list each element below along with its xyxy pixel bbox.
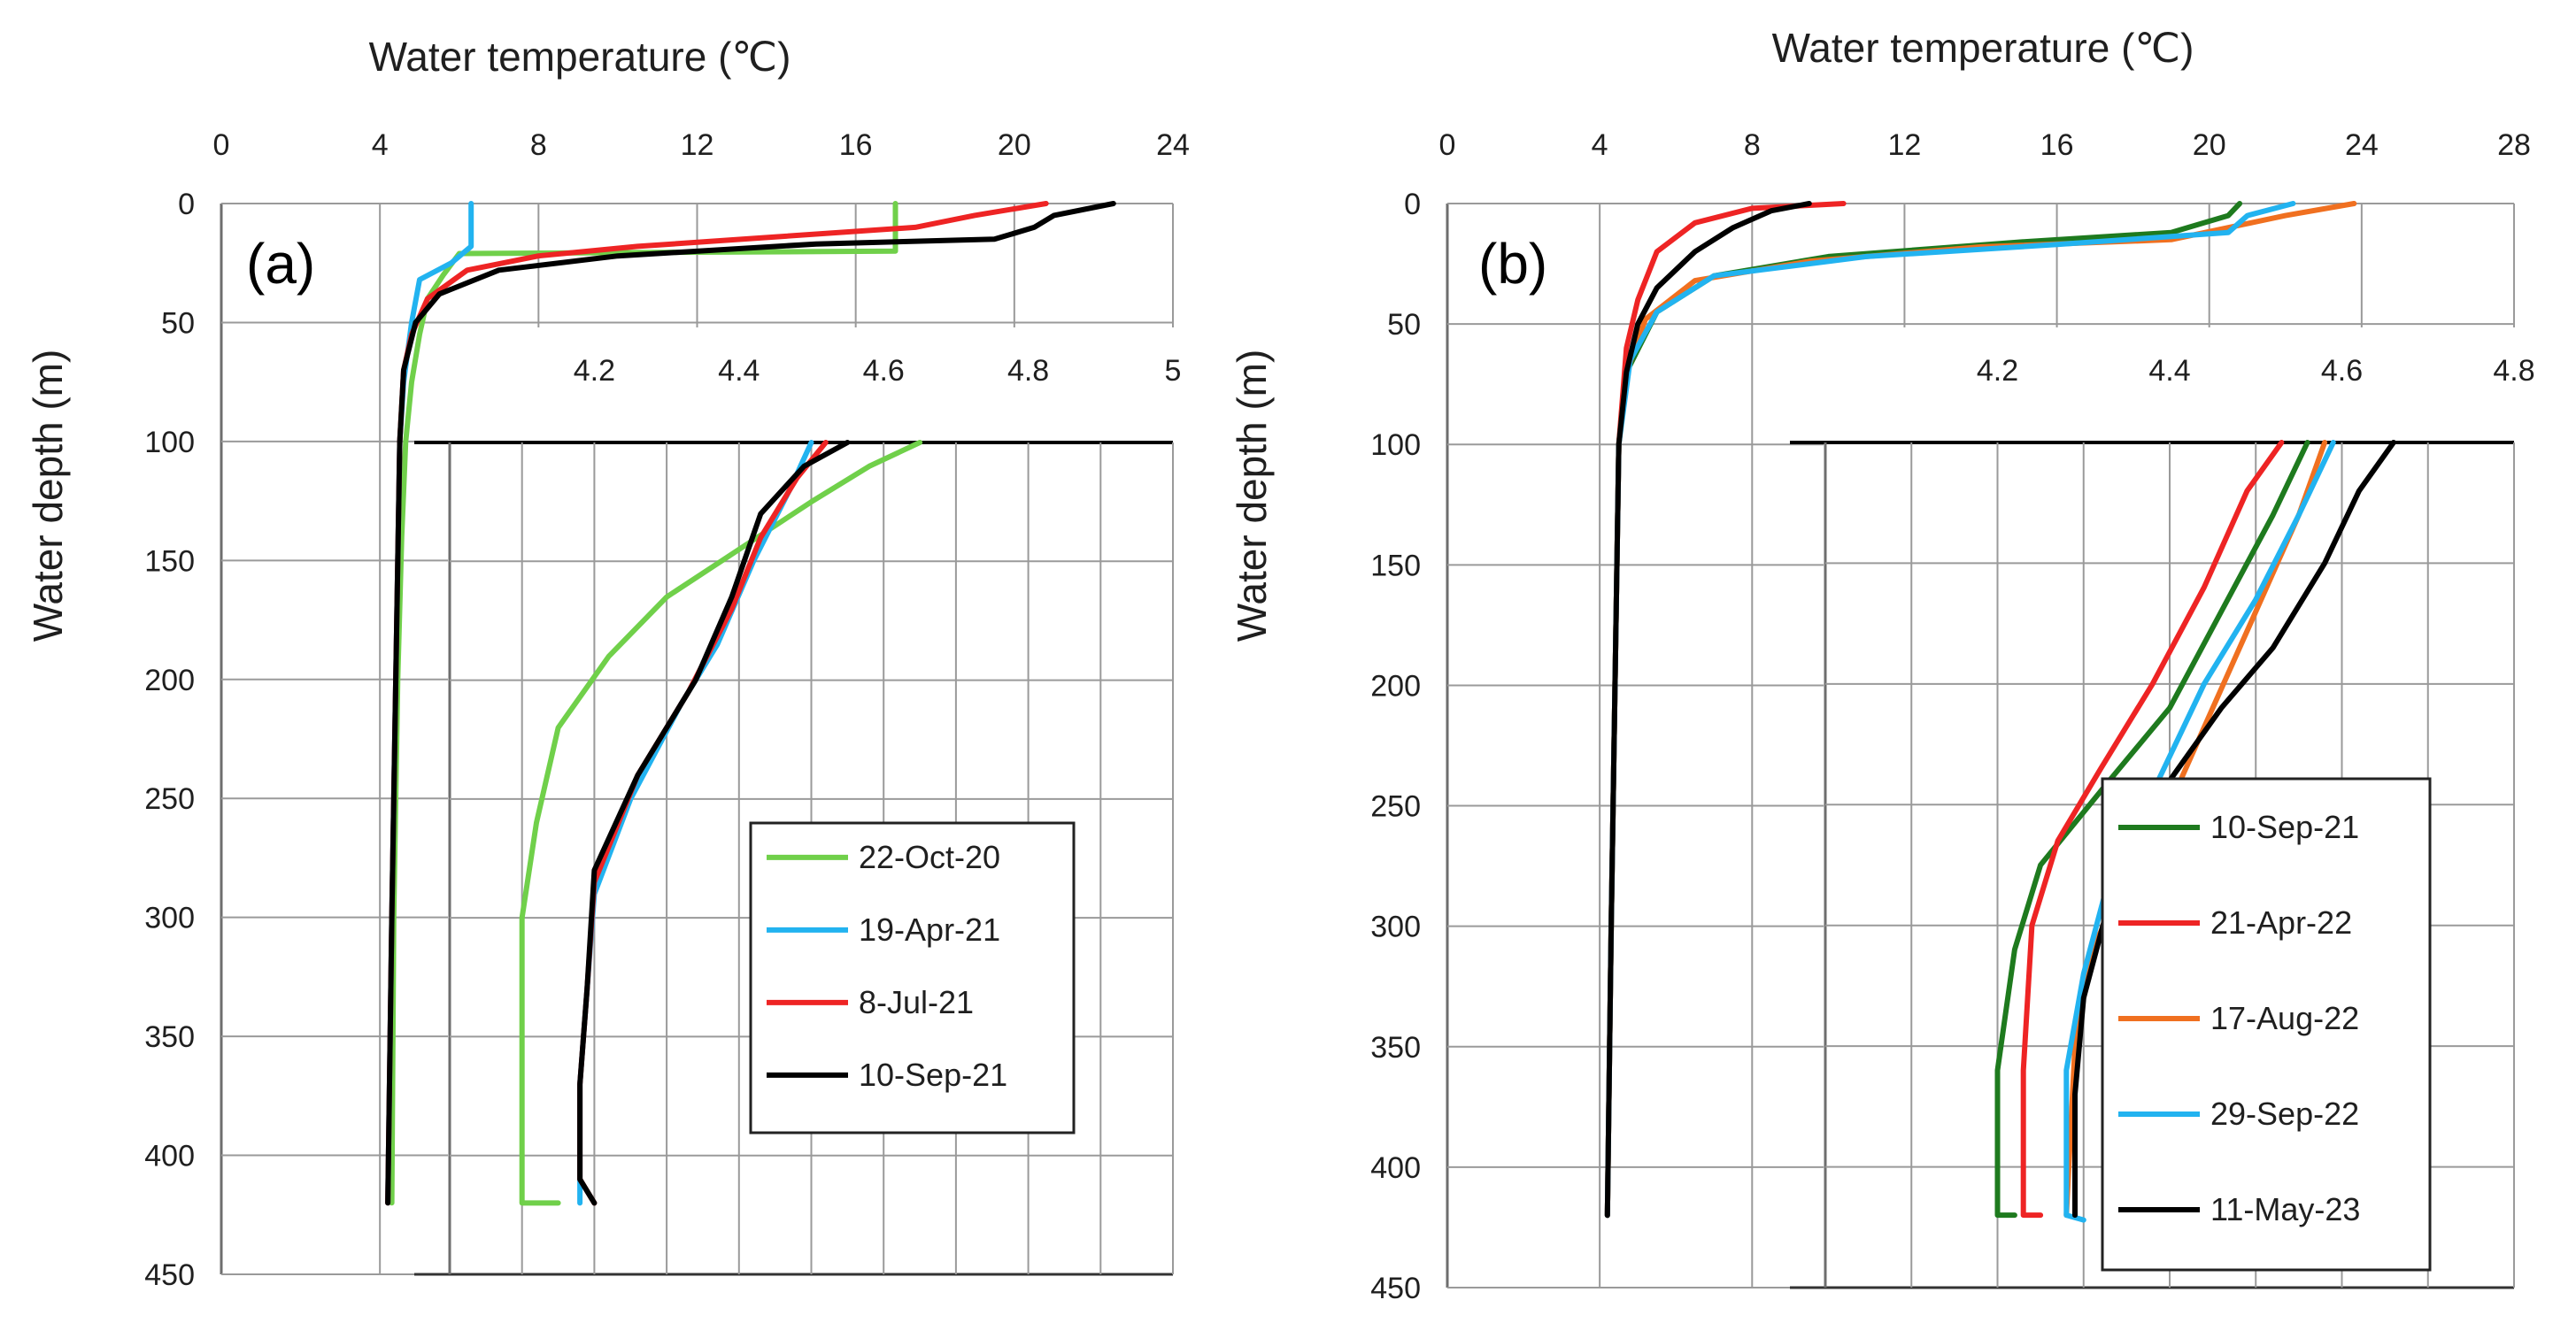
x-tick-label: 16 xyxy=(839,128,873,162)
panel-a-series xyxy=(385,201,1116,1206)
panel-b-series xyxy=(1604,201,2357,1219)
inset-x-tick-label: 5 xyxy=(1165,354,1182,388)
panel-a-legend: 22-Oct-20 19-Apr-21 8-Jul-21 10-Sep-21 xyxy=(749,821,1076,1135)
y-tick-label: 50 xyxy=(1387,308,1421,342)
inset-x-tick-label: 4.8 xyxy=(1007,354,1049,388)
x-tick-label: 20 xyxy=(2193,128,2226,162)
x-tick-label: 24 xyxy=(1156,128,1190,162)
y-tick-label: 150 xyxy=(144,544,195,578)
y-tick-label: 150 xyxy=(1370,549,1421,582)
inset-x-tick-label: 4.6 xyxy=(2321,354,2363,388)
x-tick-label: 12 xyxy=(681,128,714,162)
panel-b-x-axis-title: Water temperature (℃) xyxy=(1772,25,2194,71)
panel-a-x-axis-title: Water temperature (℃) xyxy=(369,34,791,80)
legend-label: 11-May-23 xyxy=(2210,1191,2360,1227)
x-tick-label: 24 xyxy=(2345,128,2379,162)
legend-label: 29-Sep-22 xyxy=(2210,1096,2359,1132)
y-tick-label: 100 xyxy=(1370,428,1421,462)
inset-x-tick-label: 4.2 xyxy=(1977,354,2018,388)
legend-label: 10-Sep-21 xyxy=(859,1057,1007,1093)
panel-a-y-axis-title: Water depth (m) xyxy=(25,350,71,642)
series-line-21-Apr-22 xyxy=(1604,201,1847,1219)
panel-b: Water temperature (℃) Water depth (m) (b… xyxy=(1229,25,2535,1305)
series-line-11-May-23 xyxy=(1604,201,1812,1219)
x-tick-label: 8 xyxy=(530,128,547,162)
legend-label: 8-Jul-21 xyxy=(859,984,974,1020)
y-tick-label: 300 xyxy=(1370,911,1421,944)
x-tick-label: 20 xyxy=(998,128,1031,162)
inset-x-tick-label: 4.4 xyxy=(718,354,760,388)
series-line-10-Sep-21 xyxy=(385,201,1116,1206)
legend-label: 21-Apr-22 xyxy=(2210,904,2352,941)
inset-series-line-10-Sep-21 xyxy=(577,440,851,1206)
panel-b-ticks: 0 4 8 12 16 20 24 28 0 50 100 150 200 250 300 350 400 450 xyxy=(1370,128,2531,1305)
y-tick-label: 250 xyxy=(144,782,195,816)
legend-box xyxy=(2101,777,2432,1272)
legend-label: 17-Aug-22 xyxy=(2210,1000,2359,1036)
x-tick-label: 4 xyxy=(372,128,389,162)
y-tick-label: 200 xyxy=(1370,669,1421,703)
inset-series-line-11-May-23 xyxy=(2072,440,2396,1219)
x-tick-label: 16 xyxy=(2040,128,2074,162)
panel-a: Water temperature (℃) Water depth (m) (a… xyxy=(25,34,1190,1292)
x-tick-label: 0 xyxy=(213,128,230,162)
legend-label: 10-Sep-21 xyxy=(2210,809,2359,845)
legend-label: 19-Apr-21 xyxy=(859,911,1000,948)
x-tick-label: 12 xyxy=(1888,128,1922,162)
y-tick-label: 250 xyxy=(1370,790,1421,824)
y-tick-label: 50 xyxy=(161,306,195,340)
panel-b-legend: 10-Sep-21 21-Apr-22 17-Aug-22 29-Sep-22 11-M… xyxy=(2101,777,2432,1272)
y-tick-label: 450 xyxy=(1370,1272,1421,1305)
inset-series-line-10-Sep-21 xyxy=(1994,440,2310,1219)
y-tick-label: 450 xyxy=(144,1258,195,1292)
y-tick-label: 350 xyxy=(144,1020,195,1054)
panel-b-y-axis-title: Water depth (m) xyxy=(1229,350,1275,642)
x-tick-label: 8 xyxy=(1744,128,1761,162)
x-tick-label: 0 xyxy=(1439,128,1456,162)
y-tick-label: 0 xyxy=(1404,188,1421,221)
inset-x-tick-label: 4.8 xyxy=(2493,354,2534,388)
inset-series-line-22-Oct-20 xyxy=(519,440,923,1206)
y-tick-label: 300 xyxy=(144,902,195,935)
y-tick-label: 100 xyxy=(144,426,195,459)
panel-a-ticks: 0 4 8 12 16 20 24 0 50 100 150 200 250 300 350 400 450 xyxy=(144,128,1190,1292)
panel-a-label: (a) xyxy=(246,232,315,296)
y-tick-label: 200 xyxy=(144,664,195,697)
inset-x-tick-label: 4.6 xyxy=(863,354,905,388)
y-tick-label: 400 xyxy=(144,1140,195,1173)
y-tick-label: 0 xyxy=(178,188,195,221)
inset-x-tick-label: 4.2 xyxy=(574,354,615,388)
legend-box xyxy=(749,821,1076,1135)
legend-label: 22-Oct-20 xyxy=(859,839,1000,875)
x-tick-label: 4 xyxy=(1592,128,1608,162)
inset-x-tick-label: 4.4 xyxy=(2148,354,2190,388)
inset-series-line-21-Apr-22 xyxy=(2020,440,2285,1219)
y-tick-label: 400 xyxy=(1370,1151,1421,1185)
panel-b-label: (b) xyxy=(1478,232,1547,296)
y-tick-label: 350 xyxy=(1370,1031,1421,1065)
x-tick-label: 28 xyxy=(2497,128,2531,162)
